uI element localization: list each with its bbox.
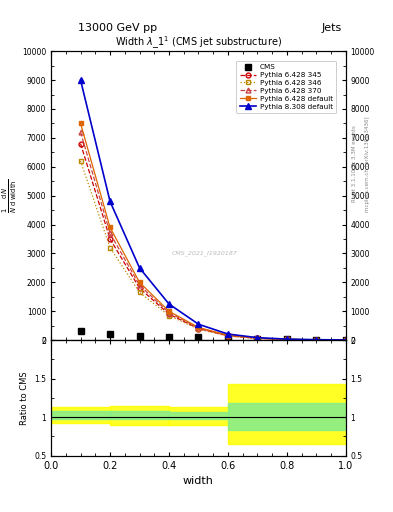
Pythia 6.428 370: [137, 282, 142, 288]
Line: Pythia 6.428 345: Pythia 6.428 345: [78, 141, 348, 343]
Pythia 6.428 345: [167, 311, 171, 317]
Pythia 6.428 default: [343, 337, 348, 343]
Pythia 8.308 default: [167, 301, 171, 307]
CMS: [108, 331, 112, 337]
Y-axis label: $\frac{1}{N}\,\frac{\mathrm{d}N}{\mathrm{d}\,\mathrm{width}}$: $\frac{1}{N}\,\frac{\mathrm{d}N}{\mathrm…: [1, 179, 19, 212]
Pythia 6.428 346: [314, 337, 319, 343]
Line: Pythia 8.308 default: Pythia 8.308 default: [78, 77, 349, 343]
Pythia 6.428 346: [167, 312, 171, 318]
Pythia 6.428 370: [78, 129, 83, 135]
CMS: [196, 334, 201, 340]
Line: Pythia 6.428 default: Pythia 6.428 default: [78, 121, 348, 343]
Pythia 8.308 default: [343, 337, 348, 343]
Pythia 6.428 345: [196, 326, 201, 332]
CMS: [137, 333, 142, 339]
Pythia 6.428 370: [314, 337, 319, 343]
Text: 13000 GeV pp: 13000 GeV pp: [78, 23, 158, 33]
Pythia 8.308 default: [226, 331, 230, 337]
CMS: [167, 334, 171, 340]
Pythia 6.428 370: [285, 336, 289, 343]
Pythia 6.428 default: [314, 337, 319, 343]
Pythia 6.428 346: [255, 335, 260, 342]
Pythia 6.428 345: [314, 337, 319, 343]
Pythia 8.308 default: [137, 265, 142, 271]
Title: Width $\lambda\_1^1$ (CMS jet substructure): Width $\lambda\_1^1$ (CMS jet substructu…: [115, 34, 282, 51]
Pythia 6.428 default: [285, 336, 289, 343]
Pythia 8.308 default: [78, 77, 83, 83]
CMS: [343, 337, 348, 343]
Pythia 6.428 346: [108, 245, 112, 251]
Line: CMS: CMS: [78, 329, 349, 343]
Legend: CMS, Pythia 6.428 345, Pythia 6.428 346, Pythia 6.428 370, Pythia 6.428 default,: CMS, Pythia 6.428 345, Pythia 6.428 346,…: [237, 60, 336, 113]
CMS: [314, 336, 319, 343]
Pythia 8.308 default: [108, 198, 112, 204]
Pythia 6.428 default: [255, 335, 260, 341]
Pythia 6.428 default: [137, 279, 142, 285]
Y-axis label: Ratio to CMS: Ratio to CMS: [20, 371, 29, 425]
Pythia 6.428 370: [108, 230, 112, 237]
CMS: [78, 328, 83, 334]
Pythia 6.428 345: [78, 141, 83, 147]
X-axis label: width: width: [183, 476, 214, 486]
Pythia 6.428 345: [343, 337, 348, 343]
Line: Pythia 6.428 346: Pythia 6.428 346: [78, 159, 348, 343]
Pythia 6.428 default: [226, 332, 230, 338]
Text: Rivet 3.1.10, ≥ 3.3M events: Rivet 3.1.10, ≥ 3.3M events: [352, 125, 357, 202]
Pythia 6.428 346: [285, 336, 289, 343]
Text: mcplots.cern.ch [arXiv:1306.3436]: mcplots.cern.ch [arXiv:1306.3436]: [365, 116, 371, 211]
Pythia 8.308 default: [255, 334, 260, 340]
Pythia 6.428 346: [137, 289, 142, 295]
Pythia 6.428 370: [196, 325, 201, 331]
Pythia 6.428 345: [226, 333, 230, 339]
Pythia 6.428 370: [167, 310, 171, 316]
Pythia 6.428 345: [255, 335, 260, 342]
Pythia 6.428 346: [78, 158, 83, 164]
Pythia 8.308 default: [196, 321, 201, 327]
Pythia 8.308 default: [314, 336, 319, 343]
Text: Jets: Jets: [321, 23, 342, 33]
Line: Pythia 6.428 370: Pythia 6.428 370: [78, 130, 348, 343]
Pythia 8.308 default: [285, 336, 289, 342]
Text: CMS_2021_I1920187: CMS_2021_I1920187: [171, 250, 237, 257]
Pythia 6.428 345: [137, 285, 142, 291]
Pythia 6.428 370: [255, 335, 260, 342]
Pythia 6.428 346: [196, 326, 201, 332]
Pythia 6.428 345: [285, 336, 289, 343]
Pythia 6.428 370: [343, 337, 348, 343]
Pythia 6.428 370: [226, 332, 230, 338]
CMS: [255, 335, 260, 342]
Pythia 6.428 default: [78, 120, 83, 126]
Pythia 6.428 346: [226, 333, 230, 339]
Pythia 6.428 default: [167, 308, 171, 314]
Pythia 6.428 346: [343, 337, 348, 343]
CMS: [226, 335, 230, 341]
Pythia 6.428 default: [108, 224, 112, 230]
Pythia 6.428 default: [196, 324, 201, 330]
CMS: [285, 336, 289, 343]
Pythia 6.428 345: [108, 236, 112, 242]
